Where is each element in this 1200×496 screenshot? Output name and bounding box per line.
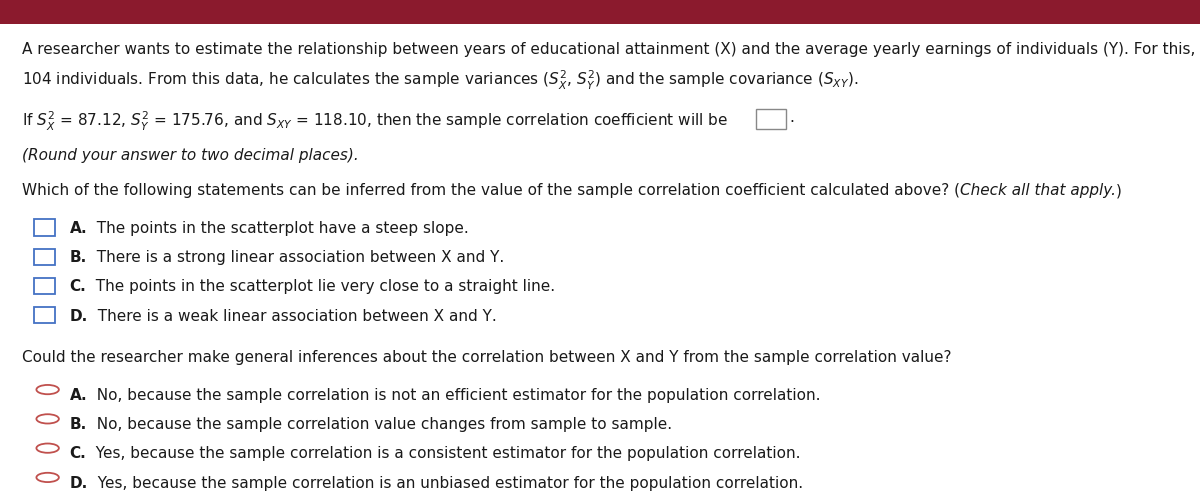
- FancyBboxPatch shape: [34, 248, 55, 265]
- Text: The points in the scatterplot lie very close to a straight line.: The points in the scatterplot lie very c…: [86, 279, 556, 294]
- Text: D.: D.: [70, 476, 88, 491]
- Text: .: .: [790, 110, 794, 125]
- Text: There is a strong linear association between ​X​ and ​Y​.: There is a strong linear association bet…: [86, 250, 504, 265]
- FancyBboxPatch shape: [34, 307, 55, 323]
- Circle shape: [36, 443, 59, 453]
- Text: There is a weak linear association between ​X​ and ​Y​.: There is a weak linear association betwe…: [88, 309, 497, 323]
- Bar: [0, 0, 1200, 24]
- Text: Could the researcher make general inferences about the correlation between X and: Could the researcher make general infere…: [22, 350, 952, 366]
- Circle shape: [36, 414, 59, 424]
- Text: Yes, because the sample correlation is an unbiased estimator for the population : Yes, because the sample correlation is a…: [88, 476, 803, 491]
- Text: A.: A.: [70, 221, 88, 236]
- FancyBboxPatch shape: [34, 219, 55, 236]
- Text: No, because the sample correlation value changes from sample to sample.: No, because the sample correlation value…: [86, 417, 672, 432]
- Text: 104 individuals. From this data, he calculates the sample variances ($S^2_X$, $S: 104 individuals. From this data, he calc…: [22, 69, 858, 92]
- Text: A.: A.: [70, 388, 88, 403]
- Circle shape: [36, 473, 59, 482]
- Text: B.: B.: [70, 250, 86, 265]
- Text: No, because the sample correlation is not an efficient estimator for the populat: No, because the sample correlation is no…: [88, 388, 821, 403]
- Text: D.: D.: [70, 309, 88, 323]
- Text: (Round your answer to two decimal places).: (Round your answer to two decimal places…: [22, 147, 359, 163]
- Text: ): ): [1116, 183, 1122, 198]
- Text: A researcher wants to estimate the relationship between years of educational att: A researcher wants to estimate the relat…: [22, 42, 1200, 57]
- Text: C.: C.: [70, 279, 86, 294]
- Bar: [756, 109, 786, 129]
- Text: If $S^2_X$ = 87.12, $S^2_Y$ = 175.76, and $S_{XY}$ = 118.10, then the sample cor: If $S^2_X$ = 87.12, $S^2_Y$ = 175.76, an…: [22, 110, 727, 133]
- Text: C.: C.: [70, 446, 86, 461]
- FancyBboxPatch shape: [34, 278, 55, 294]
- Text: Which of the following statements can be inferred from the value of the sample c: Which of the following statements can be…: [22, 183, 960, 198]
- Text: Check all that apply.: Check all that apply.: [960, 183, 1116, 198]
- Text: Yes, because the sample correlation is a consistent estimator for the population: Yes, because the sample correlation is a…: [86, 446, 800, 461]
- Text: B.: B.: [70, 417, 86, 432]
- Text: The points in the scatterplot have a steep slope.: The points in the scatterplot have a ste…: [88, 221, 469, 236]
- Circle shape: [36, 385, 59, 394]
